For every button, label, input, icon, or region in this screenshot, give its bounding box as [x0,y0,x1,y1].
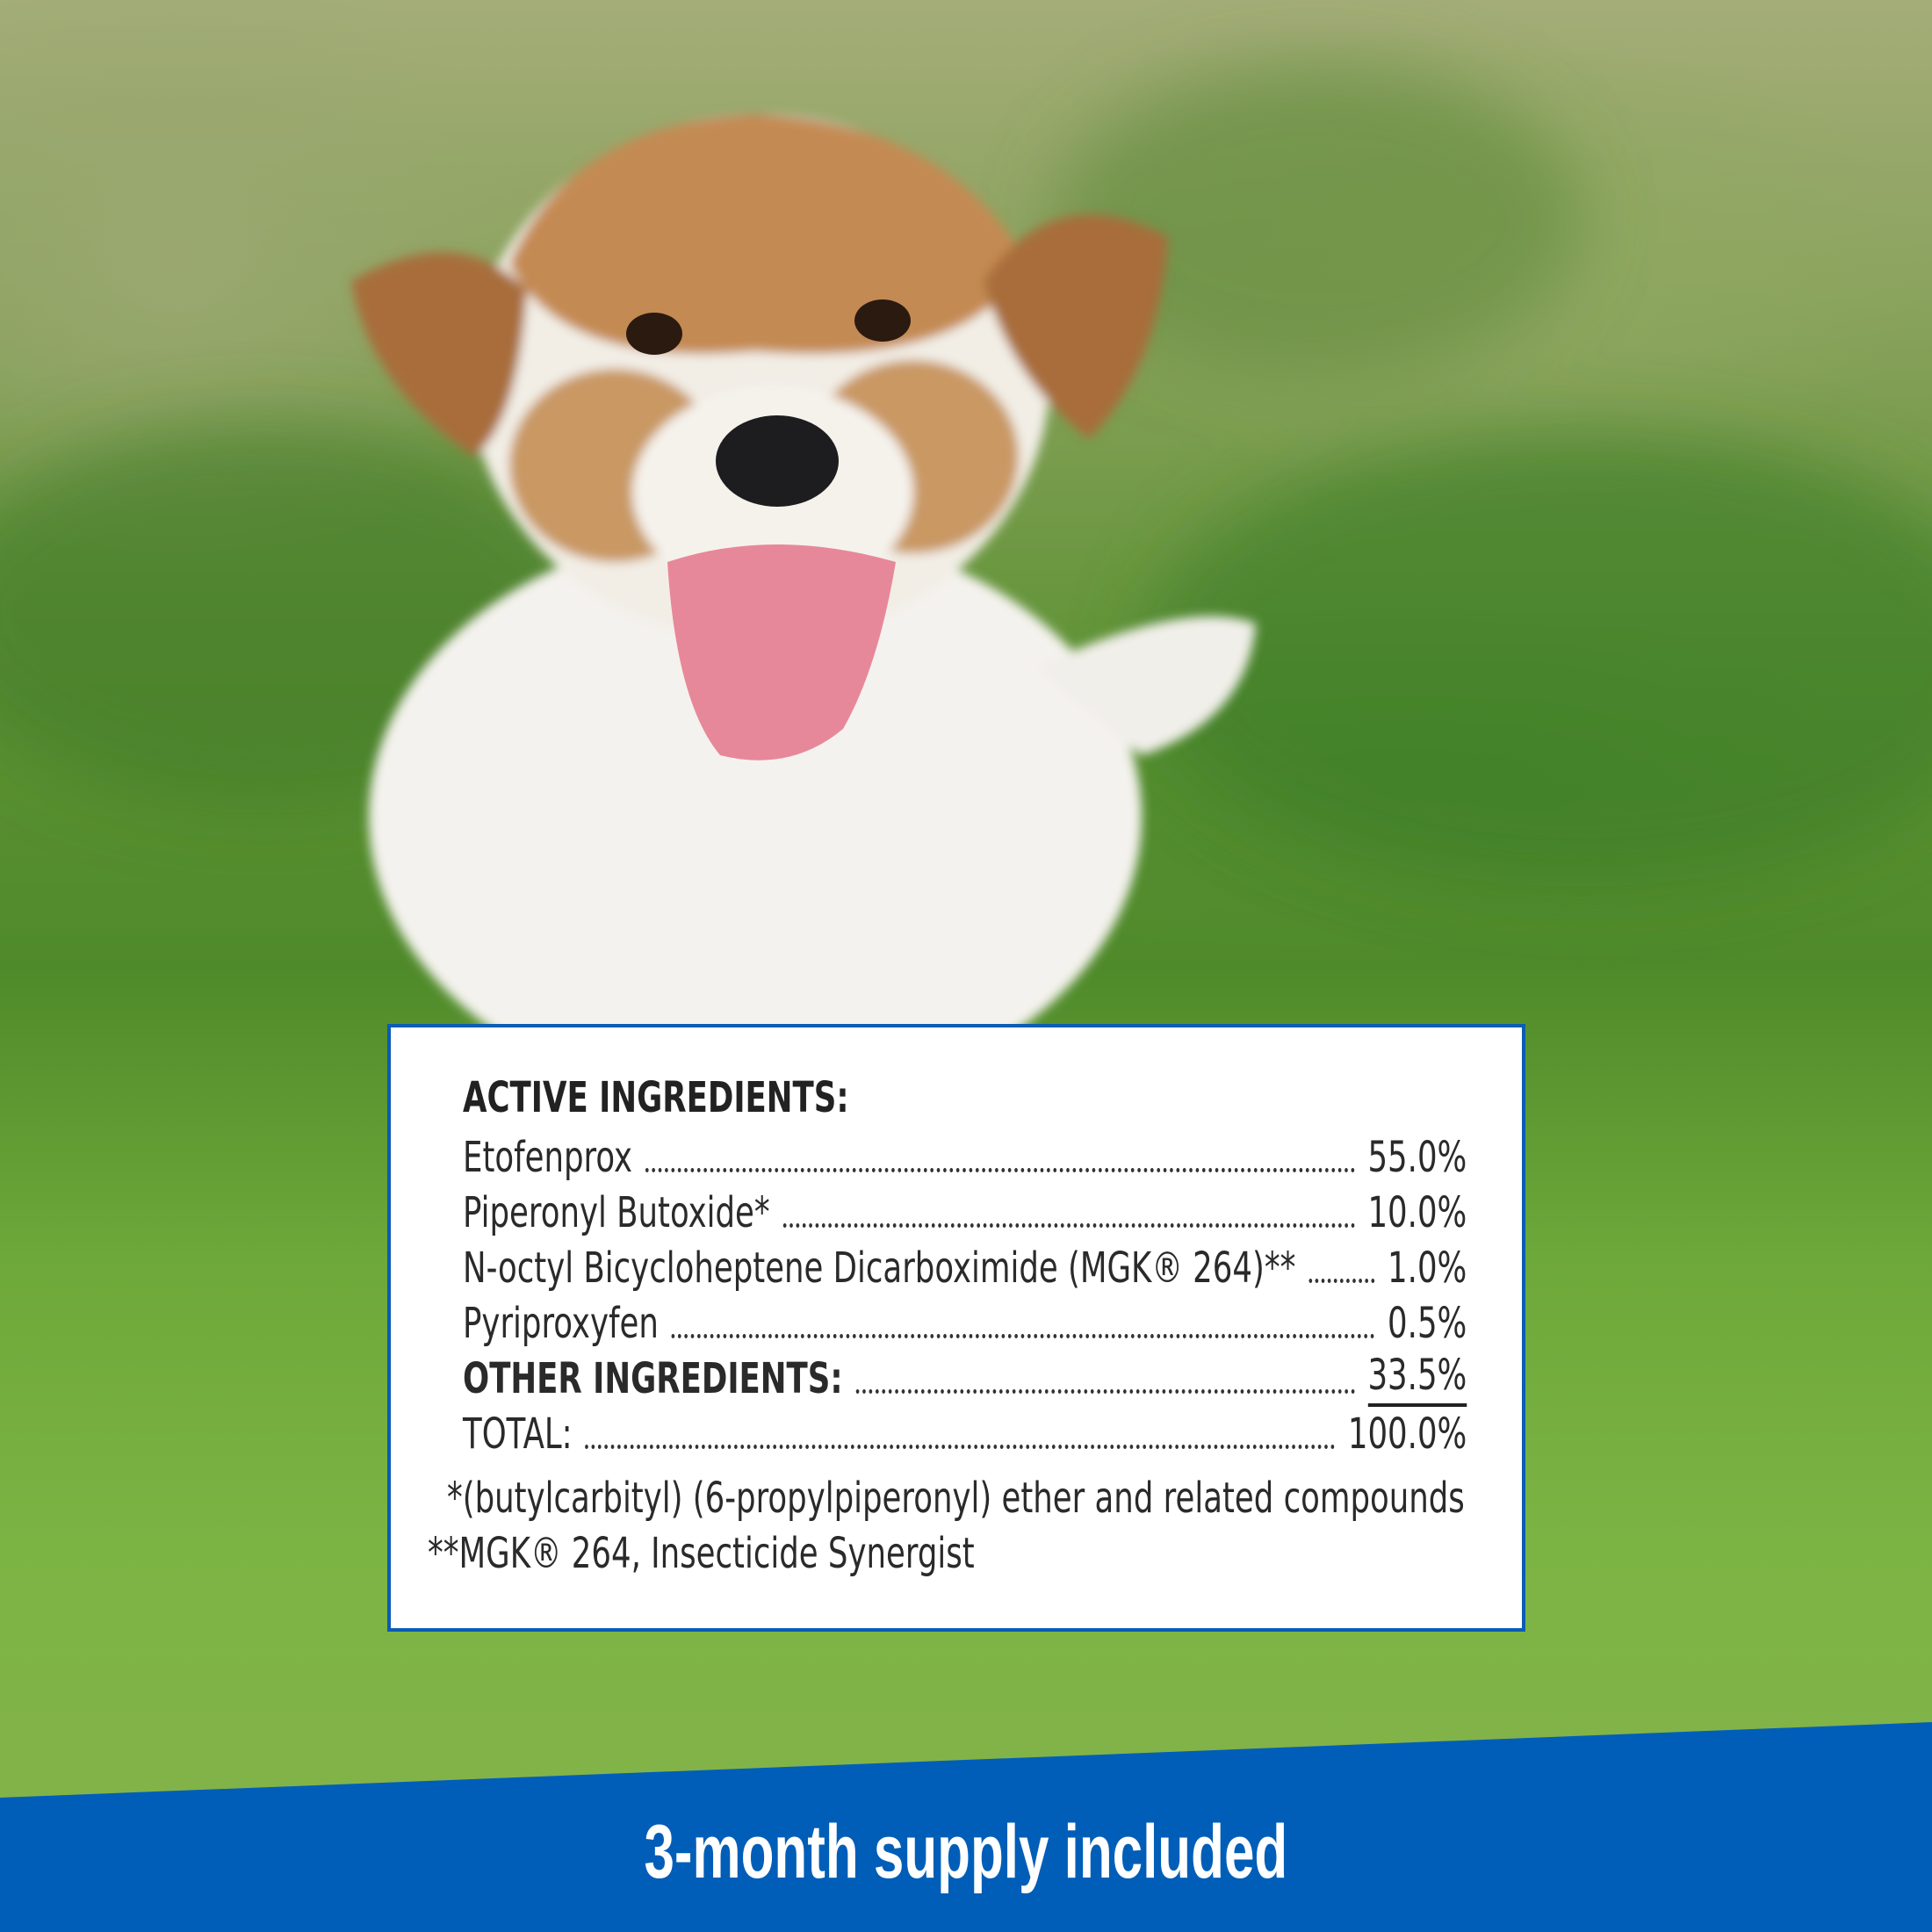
total-row: TOTAL: 100.0% [463,1408,1467,1460]
dot-leader [1308,1278,1375,1283]
ingredient-percent: 10.0% [1367,1188,1467,1237]
ingredient-percent: 0.5% [1388,1299,1467,1348]
supply-banner-text: 3-month supply included [644,1810,1288,1894]
footnote-1: *(butylcarbityl) (6-propylpiperonyl) eth… [447,1474,1465,1523]
dot-leader [645,1167,1355,1172]
ingredient-name: Piperonyl Butoxide* [463,1188,770,1237]
dot-leader [671,1333,1375,1338]
ingredient-row: N-octyl Bicycloheptene Dicarboximide (MG… [463,1242,1467,1294]
ingredient-row: Pyriproxyfen 0.5% [463,1297,1467,1350]
supply-banner: 3-month supply included [0,1809,1932,1896]
ingredient-name: Pyriproxyfen [463,1299,659,1348]
other-ingredients-row: OTHER INGREDIENTS: 33.5% [463,1351,1467,1407]
ingredient-percent: 55.0% [1367,1133,1467,1182]
ingredient-row: Etofenprox 55.0% [463,1131,1467,1184]
footnote-2: **MGK® 264, Insecticide Synergist [428,1529,975,1578]
ingredient-percent: 1.0% [1388,1244,1467,1293]
ingredients-panel: ACTIVE INGREDIENTS: Etofenprox 55.0% Pip… [387,1024,1525,1632]
ingredient-name: Etofenprox [463,1133,633,1182]
total-percent: 100.0% [1347,1409,1467,1459]
total-label: TOTAL: [463,1409,573,1459]
other-ingredients-percent: 33.5% [1367,1351,1467,1407]
ingredient-name: N-octyl Bicycloheptene Dicarboximide (MG… [463,1244,1296,1293]
active-ingredients-heading: ACTIVE INGREDIENTS: [463,1073,849,1122]
ingredient-row: Piperonyl Butoxide* 10.0% [463,1186,1467,1239]
dot-leader [782,1222,1355,1228]
other-ingredients-label: OTHER INGREDIENTS: [463,1354,843,1403]
dot-leader [855,1388,1355,1394]
dot-leader [585,1444,1336,1449]
